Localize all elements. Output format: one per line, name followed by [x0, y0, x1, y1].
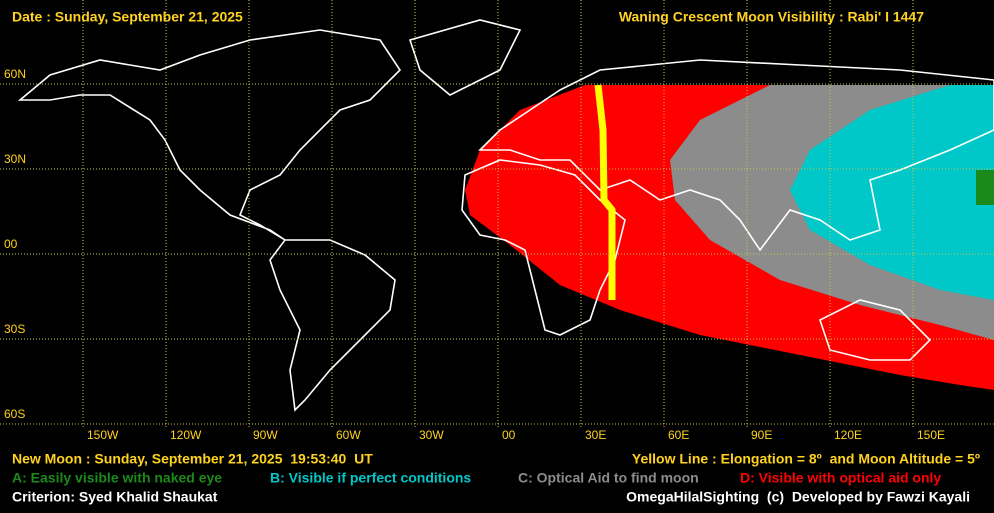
- continents: [17, 19, 994, 412]
- latitude-label: 30S: [4, 322, 25, 336]
- south-america: [269, 239, 396, 412]
- latitude-label: 00: [4, 237, 18, 251]
- longitude-label: 150E: [917, 428, 945, 442]
- legend-entry: C: Optical Aid to find moon: [518, 470, 699, 486]
- criterion: Criterion: Syed Khalid Shaukat: [12, 489, 218, 505]
- zone-a: [976, 170, 994, 205]
- longitude-label: 30E: [585, 428, 606, 442]
- longitude-label: 60E: [668, 428, 689, 442]
- longitude-label: 90E: [751, 428, 772, 442]
- longitude-label: 60W: [336, 428, 361, 442]
- latitude-label: 60S: [4, 407, 25, 421]
- legend-entry: A: Easily visible with naked eye: [12, 470, 222, 486]
- latitude-label: 60N: [4, 67, 26, 81]
- yellow-line-note: Yellow Line : Elongation = 8º and Moon A…: [632, 451, 980, 467]
- longitude-label: 120W: [170, 428, 202, 442]
- map-title: Waning Crescent Moon Visibility : Rabi' …: [619, 9, 924, 25]
- australia: [819, 299, 932, 361]
- eurasia: [478, 59, 994, 252]
- grid: 60N 30N 00 30S 60S 150W 120W 90W 60W 30W 00 30E 60E 9…: [0, 0, 994, 442]
- latitude-label: 30N: [4, 152, 26, 166]
- longitude-label: 150W: [87, 428, 119, 442]
- africa: [461, 159, 626, 336]
- new-moon: New Moon : Sunday, September 21, 2025 19…: [12, 451, 373, 467]
- legend-entry: B: Visible if perfect conditions: [270, 470, 471, 486]
- greenland: [408, 19, 522, 96]
- zone-b: [790, 85, 994, 300]
- longitude-label: 120E: [834, 428, 862, 442]
- legend-entry: D: Visible with optical aid only: [740, 470, 941, 486]
- yellow-limit-line: [594, 84, 616, 300]
- longitude-label: 90W: [253, 428, 278, 442]
- credit: OmegaHilalSighting (c) Developed by Fawz…: [626, 489, 970, 505]
- north-america: [17, 29, 402, 241]
- date: Date : Sunday, September 21, 2025: [12, 9, 243, 25]
- longitude-label: 00: [502, 428, 516, 442]
- longitude-label: 30W: [419, 428, 444, 442]
